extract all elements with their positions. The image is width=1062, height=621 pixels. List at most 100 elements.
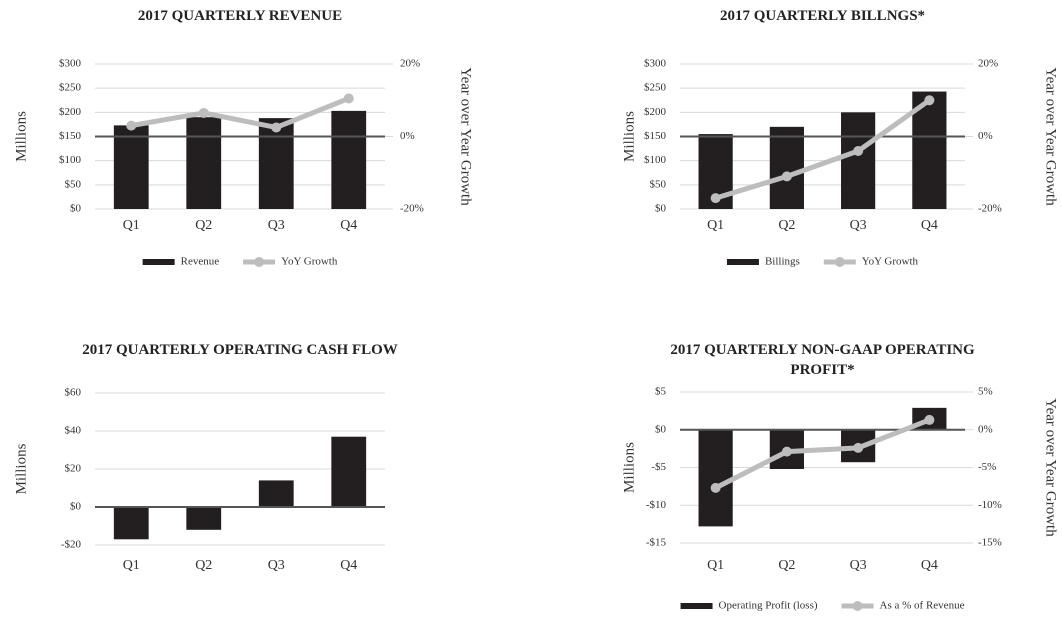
y-tick-label: $100 [59, 154, 82, 166]
y2-axis-title: Year over Year Growth [1043, 398, 1059, 537]
legend-label: Billings [765, 256, 800, 268]
x-tick-label: Q1 [707, 558, 724, 573]
bar [258, 118, 294, 209]
y2-tick-label: -5% [978, 461, 996, 473]
y-tick-label: $0 [70, 203, 82, 215]
chart-title: 2017 QUARTERLY NON-GAAP OPERATING PROFIT… [670, 342, 975, 378]
legend-label: YoY Growth [862, 256, 919, 268]
legend-label: As a % of Revenue [880, 600, 965, 612]
x-tick-label: Q2 [778, 558, 795, 573]
y-tick-label: $50 [65, 178, 82, 190]
x-tick-label: Q4 [340, 558, 357, 573]
x-tick-label: Q3 [850, 558, 867, 573]
y-axis-title: Millions [13, 111, 29, 162]
legend: Revenue YoY Growth [142, 256, 338, 268]
marker [126, 120, 137, 131]
marker [710, 482, 721, 493]
y-tick-label: $150 [644, 130, 667, 142]
y-tick-label: $40 [65, 425, 82, 437]
y2-tick-label: 5% [978, 386, 993, 398]
y2-tick-label: 0% [978, 423, 993, 435]
y-axis-title: Millions [621, 111, 637, 162]
y-tick-label: $250 [644, 82, 667, 94]
bar [113, 125, 149, 209]
y-tick-label: $200 [644, 106, 667, 118]
y-tick-label: -$20 [61, 539, 82, 551]
bar [113, 507, 149, 540]
y-tick-label: -$10 [646, 499, 667, 511]
bar [841, 112, 876, 209]
y2-axis-title: Year over Year Growth [1043, 67, 1059, 206]
y-axis-title: Millions [13, 443, 29, 494]
y-tick-label: $0 [655, 423, 667, 435]
y-tick-label: $50 [650, 178, 667, 190]
x-tick-label: Q2 [778, 218, 795, 233]
y-tick-label: $250 [59, 82, 82, 94]
legend-label: Operating Profit (loss) [719, 600, 818, 612]
x-tick-label: Q4 [340, 218, 357, 233]
x-tick-label: Q3 [268, 218, 285, 233]
y2-tick-label: -10% [978, 499, 1002, 511]
y-tick-label: $5 [655, 386, 667, 398]
marker [853, 442, 864, 453]
y-tick-label: $100 [644, 154, 667, 166]
y2-tick-label: 0% [400, 130, 415, 142]
y2-tick-label: 0% [978, 130, 993, 142]
marker [271, 122, 282, 133]
line [130, 96, 350, 131]
marker [924, 414, 935, 425]
y-tick-label: $60 [65, 387, 82, 399]
y-axis-title: Millions [621, 442, 637, 493]
y2-axis-title: Year over Year Growth [458, 67, 474, 206]
bar [258, 480, 294, 507]
y-tick-label: $300 [644, 58, 667, 70]
marker [781, 446, 792, 457]
y-tick-label: $150 [59, 130, 82, 142]
legend-label: Revenue [181, 256, 220, 268]
legend-marker [254, 257, 265, 267]
y-tick-label: $20 [65, 463, 82, 475]
marker [853, 146, 864, 156]
x-tick-label: Q4 [921, 218, 938, 233]
y2-tick-label: -20% [400, 203, 424, 215]
y-tick-label: $0 [655, 203, 667, 215]
legend-label: YoY Growth [281, 256, 338, 268]
x-tick-label: Q2 [195, 558, 212, 573]
x-tick-label: Q1 [123, 218, 140, 233]
bar [769, 126, 804, 209]
y2-tick-label: 20% [978, 58, 998, 70]
y-tick-label: $200 [59, 106, 82, 118]
x-tick-label: Q1 [707, 218, 724, 233]
y-tick-label: -$15 [646, 537, 667, 549]
bar [331, 110, 367, 209]
legend-marker [834, 257, 845, 267]
bar [698, 429, 733, 527]
marker [924, 95, 935, 106]
line [714, 417, 931, 491]
chart-title: 2017 QUARTERLY OPERATING CASH FLOW [82, 342, 398, 358]
x-tick-label: Q1 [123, 558, 140, 573]
y2-tick-label: 20% [400, 58, 420, 70]
x-tick-label: Q2 [195, 218, 212, 233]
legend: Operating Profit (loss) As a % of Revenue [680, 600, 965, 612]
line [714, 98, 931, 201]
marker [781, 171, 792, 182]
bar [186, 117, 222, 209]
chart-title: 2017 QUARTERLY REVENUE [137, 8, 343, 24]
y-tick-label: $0 [70, 501, 82, 513]
y2-tick-label: -15% [978, 537, 1002, 549]
bar [331, 436, 367, 507]
x-tick-label: Q3 [850, 218, 867, 233]
x-tick-label: Q3 [268, 558, 285, 573]
marker [710, 193, 721, 204]
y-tick-label: $300 [59, 58, 82, 70]
legend-marker [852, 601, 863, 611]
y2-tick-label: -20% [978, 203, 1002, 215]
chart-title: 2017 QUARTERLY BILLNGS* [719, 8, 926, 24]
x-tick-label: Q4 [921, 558, 938, 573]
marker [198, 107, 209, 118]
bar [186, 507, 222, 530]
legend: Billings YoY Growth [726, 256, 919, 268]
